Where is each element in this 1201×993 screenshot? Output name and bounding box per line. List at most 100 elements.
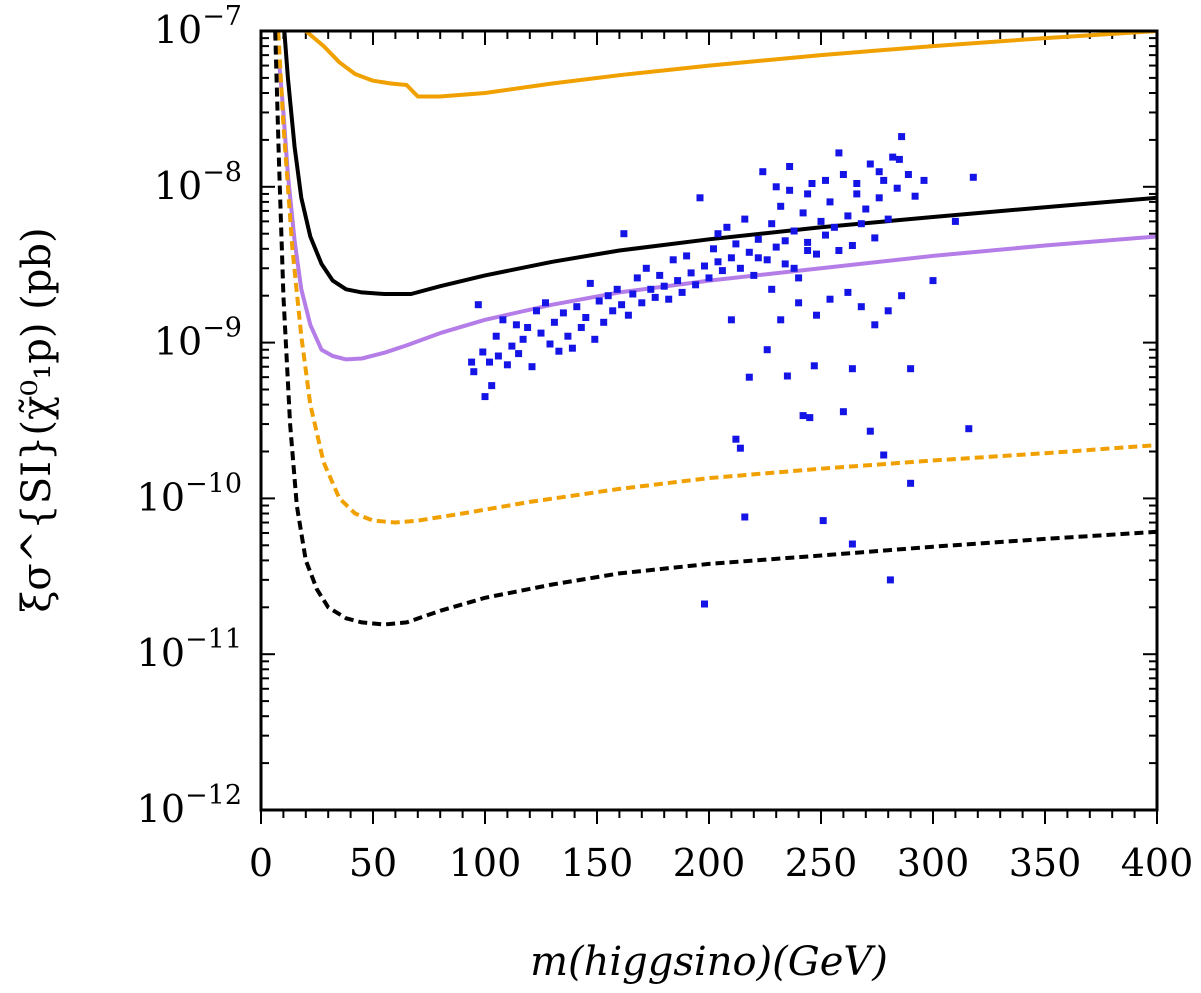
data-point bbox=[819, 517, 827, 525]
y-tick-labels: 10−12 10−11 10−10 10−9 10−8 10−7 bbox=[137, 1, 242, 831]
data-point bbox=[898, 292, 906, 300]
data-point bbox=[920, 176, 928, 184]
y-tick-label: 10−7 bbox=[154, 1, 242, 52]
data-point bbox=[512, 321, 520, 329]
data-point bbox=[848, 540, 856, 548]
data-point bbox=[857, 303, 865, 311]
data-point bbox=[763, 256, 771, 264]
data-point bbox=[591, 335, 599, 343]
data-point bbox=[965, 425, 973, 433]
data-point bbox=[884, 215, 892, 223]
data-point bbox=[790, 227, 798, 235]
data-point bbox=[795, 299, 803, 307]
data-point bbox=[656, 271, 664, 279]
data-point bbox=[754, 235, 762, 243]
y-tick-label: 10−11 bbox=[137, 624, 242, 675]
x-tick-label: 50 bbox=[349, 841, 397, 885]
orange-dashed-curve bbox=[276, 31, 1157, 525]
points-layer bbox=[468, 133, 977, 608]
data-point bbox=[822, 176, 829, 184]
data-point bbox=[647, 285, 655, 293]
data-point bbox=[781, 260, 789, 268]
y-tick-label: 10−10 bbox=[137, 468, 242, 519]
data-point bbox=[848, 365, 856, 373]
data-point bbox=[754, 254, 762, 262]
y-tick-label: 10−9 bbox=[154, 313, 242, 364]
x-tick-label: 400 bbox=[1121, 841, 1194, 885]
data-point bbox=[741, 215, 749, 223]
x-axis-title: m(higgsino)(GeV) bbox=[530, 939, 888, 985]
orange-solid-curve bbox=[302, 31, 1157, 99]
data-point bbox=[642, 264, 650, 272]
data-point bbox=[542, 299, 549, 307]
data-point bbox=[898, 133, 906, 141]
data-point bbox=[481, 393, 489, 401]
data-point bbox=[573, 303, 581, 311]
data-point bbox=[763, 346, 771, 354]
data-point bbox=[768, 220, 776, 228]
data-point bbox=[768, 285, 776, 293]
x-tick-label: 250 bbox=[785, 841, 858, 885]
data-point bbox=[804, 190, 812, 198]
data-point bbox=[701, 600, 708, 608]
data-point bbox=[893, 184, 901, 192]
data-point bbox=[871, 234, 879, 242]
data-point bbox=[692, 281, 700, 289]
data-point bbox=[904, 171, 912, 178]
data-point bbox=[853, 190, 861, 198]
data-point bbox=[799, 412, 807, 420]
data-point bbox=[479, 348, 487, 356]
data-point bbox=[604, 292, 612, 300]
data-point bbox=[772, 183, 780, 191]
data-point bbox=[969, 173, 977, 181]
data-point bbox=[822, 231, 829, 239]
data-point bbox=[595, 297, 603, 305]
data-point bbox=[889, 153, 897, 161]
data-point bbox=[817, 217, 825, 225]
data-point bbox=[772, 243, 780, 251]
data-point bbox=[492, 332, 500, 340]
x-tick-label: 200 bbox=[673, 841, 746, 885]
data-point bbox=[568, 344, 576, 352]
data-point bbox=[723, 223, 731, 231]
data-point bbox=[736, 264, 744, 272]
data-point bbox=[629, 290, 637, 298]
data-point bbox=[537, 329, 545, 337]
plot-frame bbox=[259, 29, 1159, 812]
data-point bbox=[844, 212, 852, 220]
data-point bbox=[696, 194, 704, 202]
data-point bbox=[564, 332, 572, 340]
data-point bbox=[651, 293, 659, 301]
data-point bbox=[826, 295, 834, 303]
data-point bbox=[826, 198, 834, 206]
data-point bbox=[508, 342, 516, 350]
data-point bbox=[813, 311, 820, 319]
data-point bbox=[866, 160, 874, 168]
data-point bbox=[804, 247, 812, 254]
purple-solid-curve bbox=[276, 59, 1157, 362]
x-tick-label: 300 bbox=[897, 841, 970, 885]
x-tick-label: 350 bbox=[1009, 841, 1082, 885]
data-point bbox=[907, 365, 915, 373]
ticks-layer bbox=[260, 30, 1158, 824]
data-point bbox=[486, 358, 493, 366]
data-point bbox=[895, 155, 903, 163]
data-point bbox=[795, 274, 803, 282]
data-point bbox=[727, 316, 735, 324]
data-point bbox=[633, 274, 641, 282]
data-point bbox=[907, 479, 915, 487]
data-point bbox=[750, 271, 758, 279]
data-point bbox=[710, 245, 717, 253]
data-point bbox=[781, 237, 789, 245]
data-point bbox=[609, 307, 617, 315]
data-point bbox=[687, 269, 695, 277]
data-point bbox=[745, 248, 753, 256]
data-point bbox=[875, 168, 883, 176]
data-point bbox=[799, 209, 807, 217]
data-point bbox=[777, 202, 785, 210]
data-point bbox=[871, 321, 879, 329]
data-point bbox=[830, 223, 838, 231]
data-point bbox=[835, 247, 843, 254]
data-point bbox=[555, 347, 563, 355]
data-point bbox=[582, 314, 590, 321]
